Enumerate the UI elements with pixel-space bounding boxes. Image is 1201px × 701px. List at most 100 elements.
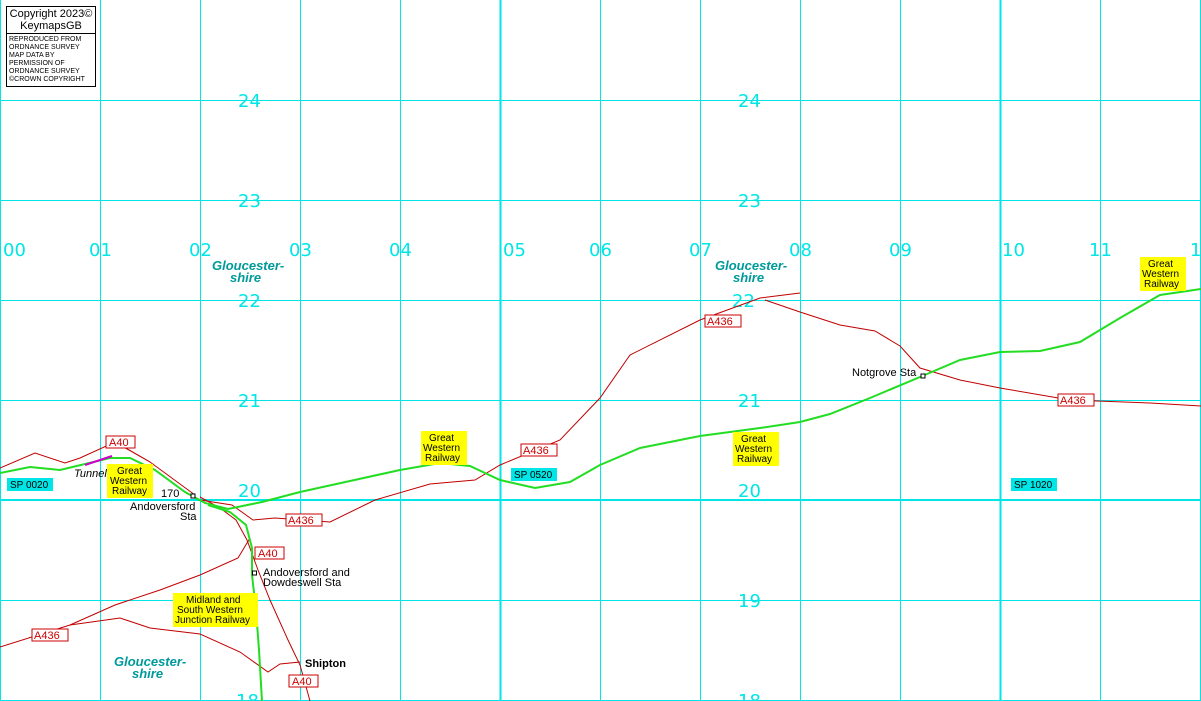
railway-label-text: Western: [423, 443, 460, 454]
railway-label-text: Railway: [425, 453, 460, 464]
copyright-header: Copyright 2023© KeymapsGB: [7, 7, 95, 34]
county-labels: Gloucester- shire Gloucester- shire Glou…: [114, 258, 787, 681]
road-label-text: A40: [292, 676, 312, 688]
copyright-box: Copyright 2023© KeymapsGB REPRODUCED FRO…: [6, 6, 96, 87]
county-label: shire: [230, 270, 261, 285]
road-label-text: A436: [523, 445, 549, 457]
easting-label: 1: [1190, 240, 1201, 261]
railway-label-gwr: Great Western Railway: [107, 464, 153, 498]
road-label-a436: A436: [285, 513, 323, 527]
railway-label-gwr: Great Western Railway: [421, 431, 467, 465]
railway-label-text: Great: [1148, 259, 1173, 270]
easting-label: 03: [289, 240, 312, 261]
county-label: shire: [132, 666, 163, 681]
road-label-a436: A436: [520, 443, 558, 457]
northing-label: 20: [738, 481, 761, 502]
railway-gwr: [0, 288, 1201, 511]
railway-label-gwr: Great Western Railway: [733, 432, 779, 466]
railway-label-text: Railway: [112, 486, 147, 497]
railway-label-text: Great: [429, 433, 454, 444]
northing-label: 23: [238, 191, 261, 212]
railway-label-text: Western: [1142, 269, 1179, 280]
station-label: Sta: [180, 511, 197, 523]
square-labels: SP 0020 SP 0520 SP 1020: [7, 468, 1057, 491]
copyright-notice: REPRODUCED FROM ORDNANCE SURVEY MAP DATA…: [7, 34, 95, 86]
northing-label: 22: [732, 291, 755, 312]
railway-label-text: Railway: [737, 454, 772, 465]
height-label: 170: [161, 488, 179, 500]
northing-label: 21: [738, 391, 761, 412]
station-marker: [920, 373, 926, 379]
northing-label: 21: [238, 391, 261, 412]
road-label-a40: A40: [105, 435, 136, 449]
place-labels: Tunnel 170 Andoversford Sta Andoversford…: [74, 367, 917, 670]
road-a436-east: [764, 299, 1201, 407]
easting-label: 04: [389, 240, 412, 261]
road-label-a436: A436: [704, 314, 742, 328]
square-label: SP 1020: [1011, 478, 1057, 491]
easting-label: 06: [589, 240, 612, 261]
railway-label-text: Great: [741, 434, 766, 445]
railways: [0, 288, 1201, 701]
road-label-a40: A40: [254, 546, 285, 560]
station-marker: [190, 493, 196, 499]
station-label: Dowdeswell Sta: [263, 577, 342, 589]
railway-label-text: South Western: [177, 605, 243, 616]
northing-label: 18: [236, 691, 259, 701]
railway-tunnel: [84, 455, 113, 466]
easting-labels: 00 01 02 03 04 05 06 07 08 09 10 11 1: [3, 240, 1201, 261]
railway-label-text: Great: [117, 466, 142, 477]
notice-line: ORDNANCE SURVEY: [9, 68, 80, 75]
easting-label: 05: [503, 240, 526, 261]
notice-line: MAP DATA BY: [9, 52, 55, 59]
county-label: Gloucester-: [212, 258, 284, 273]
road-a436-low: [69, 617, 301, 673]
road-label-text: A40: [109, 437, 129, 449]
square-label-text: SP 0520: [514, 470, 553, 481]
county-label: shire: [733, 270, 764, 285]
station-marker: [252, 570, 257, 576]
road-label-text: A436: [707, 316, 733, 328]
northing-label: 18: [738, 691, 761, 701]
square-label-text: SP 0020: [10, 480, 49, 491]
railway-msw: [207, 504, 263, 701]
easting-label: 11: [1089, 240, 1112, 261]
railway-label-text: Western: [110, 476, 147, 487]
railway-label-text: Western: [735, 444, 772, 455]
road-a436-central: [199, 292, 801, 523]
roads: [0, 292, 1201, 701]
railway-label-text: Junction Railway: [175, 615, 250, 626]
road-labels: A40 A436 A436 A436 A436 A436 A40 A40: [31, 314, 1095, 688]
tunnel-label: Tunnel: [74, 468, 107, 480]
notice-line: ORDNANCE SURVEY: [9, 44, 80, 51]
northing-label: 19: [738, 591, 761, 612]
notice-line: ©CROWN COPYRIGHT: [9, 76, 85, 83]
northing-label: 24: [238, 91, 261, 112]
road-label-a436: A436: [31, 628, 69, 642]
road-label-a436: A436: [1057, 393, 1095, 407]
easting-label: 00: [3, 240, 26, 261]
village-label: Shipton: [305, 658, 346, 670]
railway-label-msw: Midland and South Western Junction Railw…: [173, 593, 258, 627]
county-label: Gloucester-: [114, 654, 186, 669]
station-label: Andoversford and: [263, 567, 350, 579]
northing-label: 20: [238, 481, 261, 502]
easting-label: 08: [789, 240, 812, 261]
notice-line: PERMISSION OF: [9, 60, 65, 67]
notice-line: REPRODUCED FROM: [9, 36, 82, 43]
station-label: Andoversford: [130, 501, 195, 513]
square-label: SP 0020: [7, 478, 53, 491]
road-a40: [199, 496, 311, 701]
station-markers: [190, 373, 926, 576]
railway-label-text: Railway: [1144, 279, 1179, 290]
square-label: SP 0520: [511, 468, 557, 481]
square-label-text: SP 1020: [1014, 480, 1053, 491]
railway-label-gwr: Great Western Railway: [1140, 257, 1186, 291]
copyright-line: KeymapsGB: [20, 20, 82, 32]
easting-label: 10: [1002, 240, 1025, 261]
copyright-line: Copyright 2023©: [9, 8, 93, 20]
road-label-text: A40: [258, 548, 278, 560]
station-label: Notgrove Sta: [852, 367, 917, 379]
road-label-a40: A40: [288, 674, 319, 688]
